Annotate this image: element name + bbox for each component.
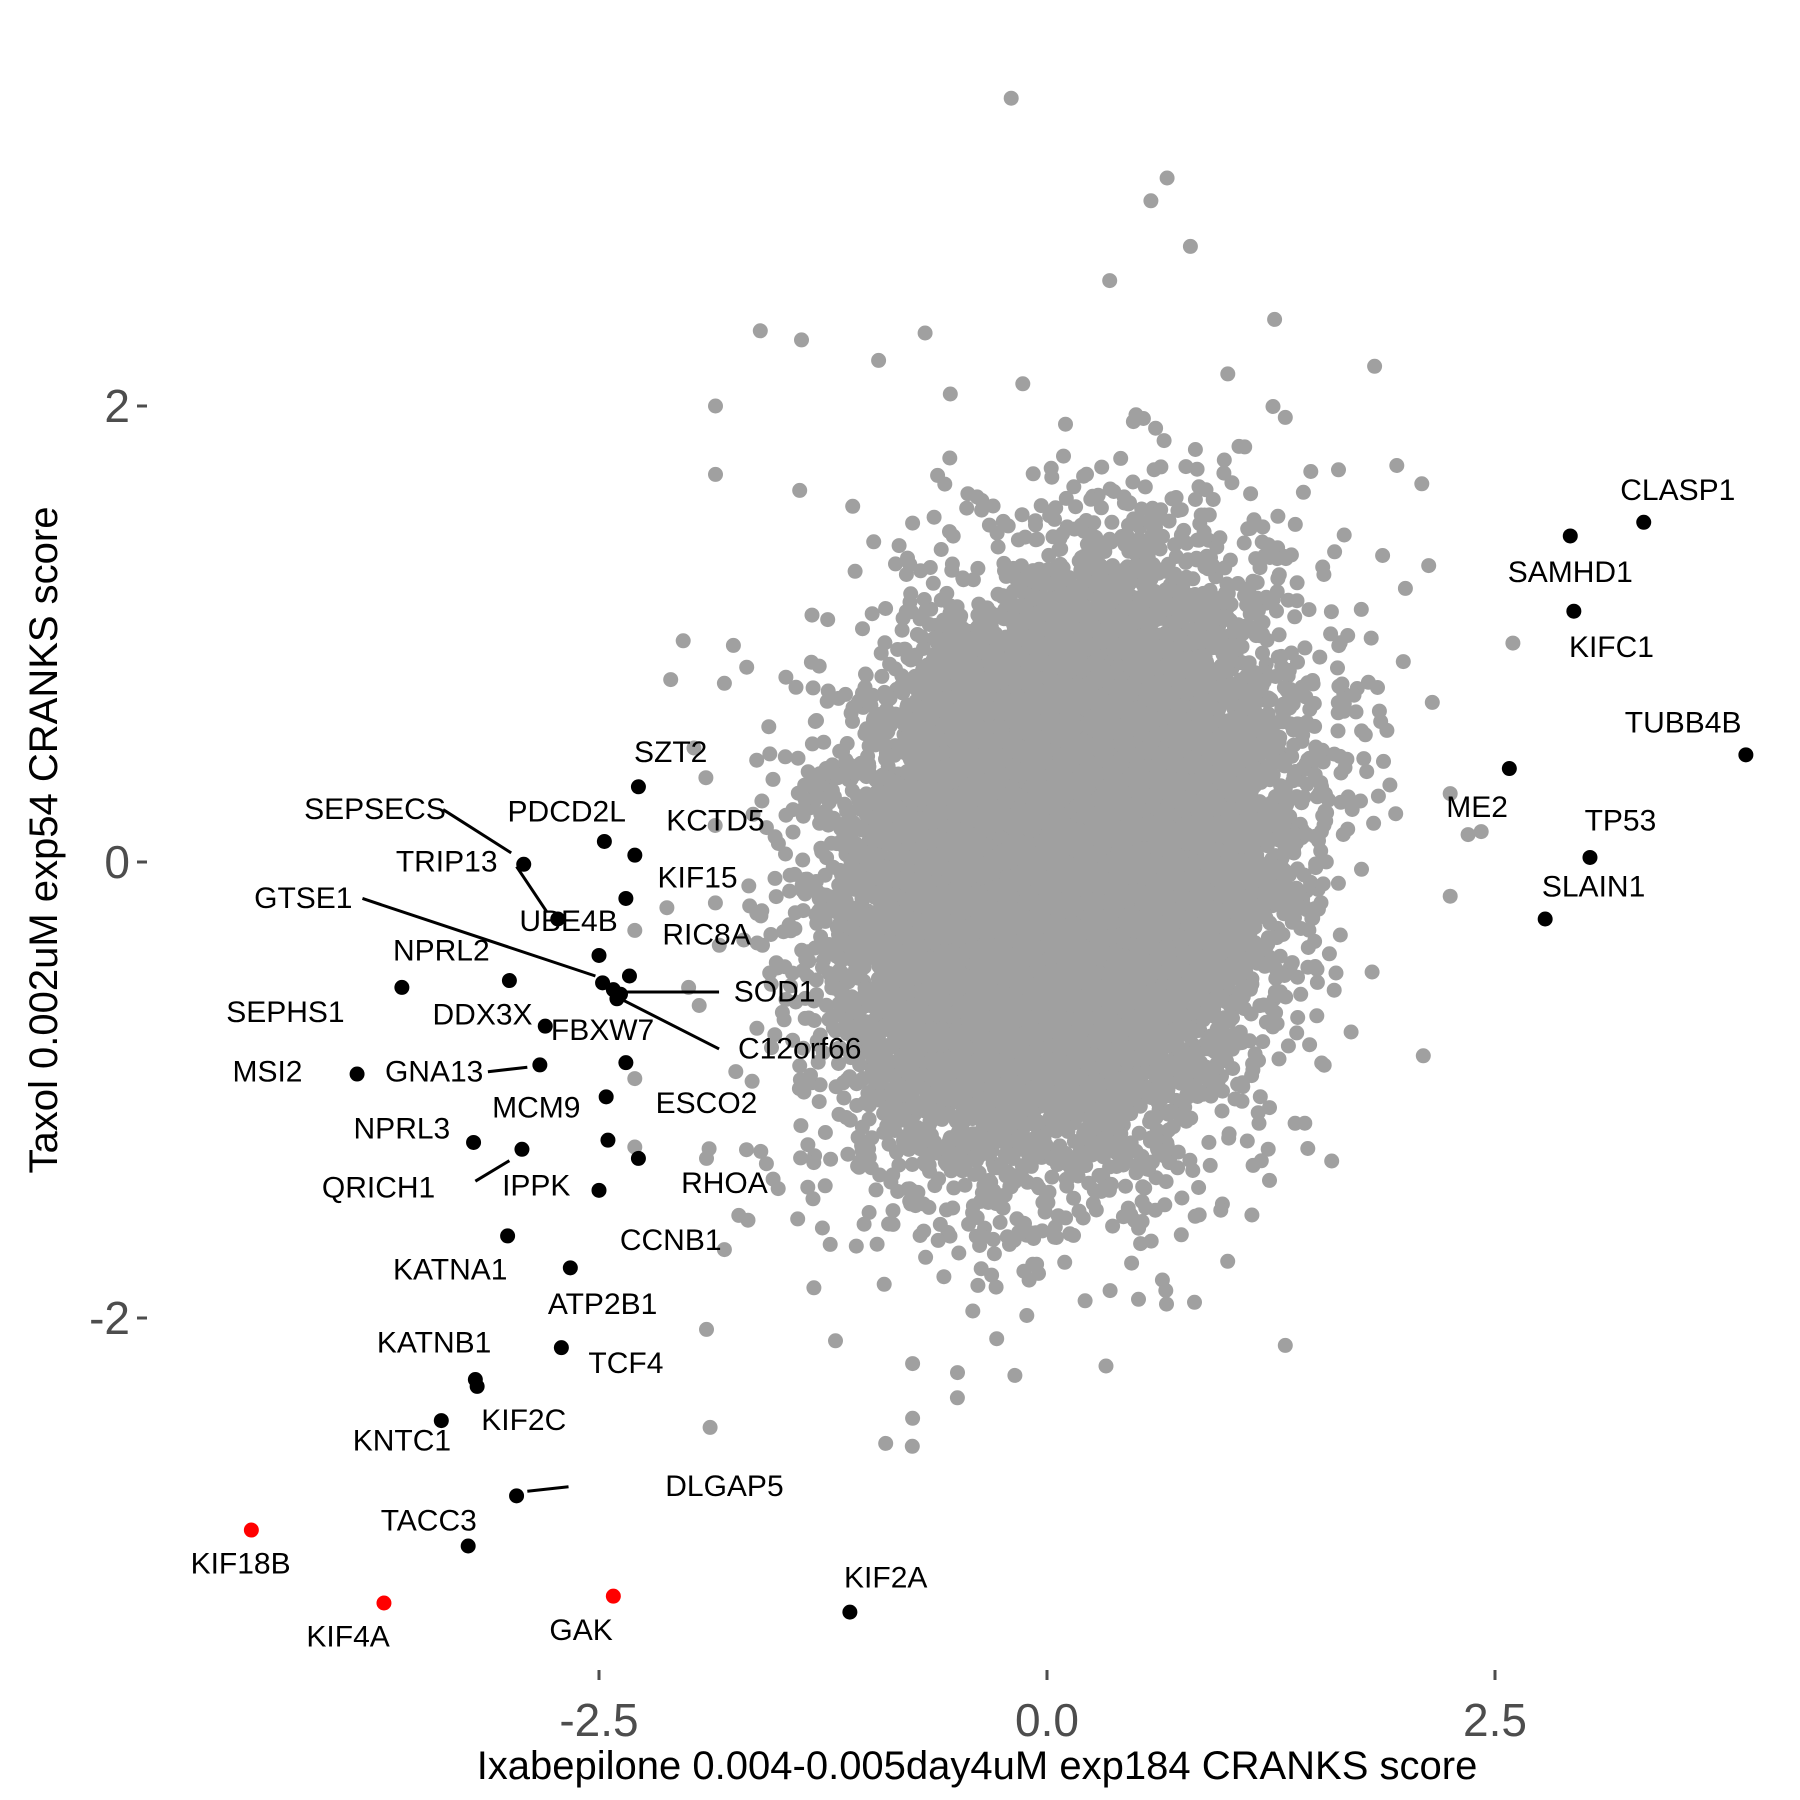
background-point [930, 1232, 946, 1248]
background-point [758, 1156, 774, 1172]
background-point [741, 878, 757, 894]
background-point [659, 900, 675, 916]
background-point [1125, 474, 1141, 490]
background-point [739, 659, 755, 675]
background-point [1066, 479, 1082, 495]
background-point [885, 1203, 901, 1219]
background-point [1094, 459, 1110, 475]
background-point [1344, 802, 1360, 817]
background-point [1332, 927, 1348, 943]
background-point [785, 1032, 801, 1048]
background-point [728, 1064, 744, 1080]
background-point [1297, 640, 1313, 656]
background-point [785, 824, 801, 840]
background-point [1414, 476, 1430, 492]
background-point [828, 1041, 844, 1057]
background-point [878, 601, 894, 616]
background-point [817, 1178, 833, 1194]
background-point [1124, 1255, 1140, 1271]
background-point [1356, 751, 1372, 767]
background-point [932, 1216, 948, 1232]
background-point [1255, 519, 1271, 535]
background-point [1093, 500, 1109, 516]
background-point [1269, 603, 1284, 619]
background-point [856, 1216, 872, 1232]
background-point [864, 606, 880, 622]
background-point [768, 889, 784, 905]
background-point [1187, 442, 1203, 457]
background-point [946, 1180, 962, 1196]
background-point [817, 1125, 833, 1140]
background-point [1330, 875, 1346, 891]
background-points [627, 90, 1521, 1454]
background-point [761, 719, 777, 735]
background-point [992, 1214, 1008, 1230]
background-point [1077, 1293, 1093, 1309]
background-point [1262, 1172, 1277, 1188]
background-point [793, 1150, 809, 1166]
background-point [765, 771, 781, 787]
background-point [810, 1054, 826, 1070]
background-point [918, 1249, 934, 1265]
background-point [1220, 1253, 1236, 1269]
background-point [904, 1438, 920, 1454]
background-point [1220, 366, 1236, 382]
background-point [742, 898, 758, 914]
background-point [1007, 1367, 1023, 1383]
background-point [1353, 601, 1369, 617]
background-point [1033, 498, 1049, 514]
background-point [1379, 722, 1395, 738]
background-point [814, 1220, 830, 1236]
background-point [1201, 1134, 1217, 1150]
background-point [1252, 560, 1268, 576]
background-point [822, 1236, 838, 1252]
